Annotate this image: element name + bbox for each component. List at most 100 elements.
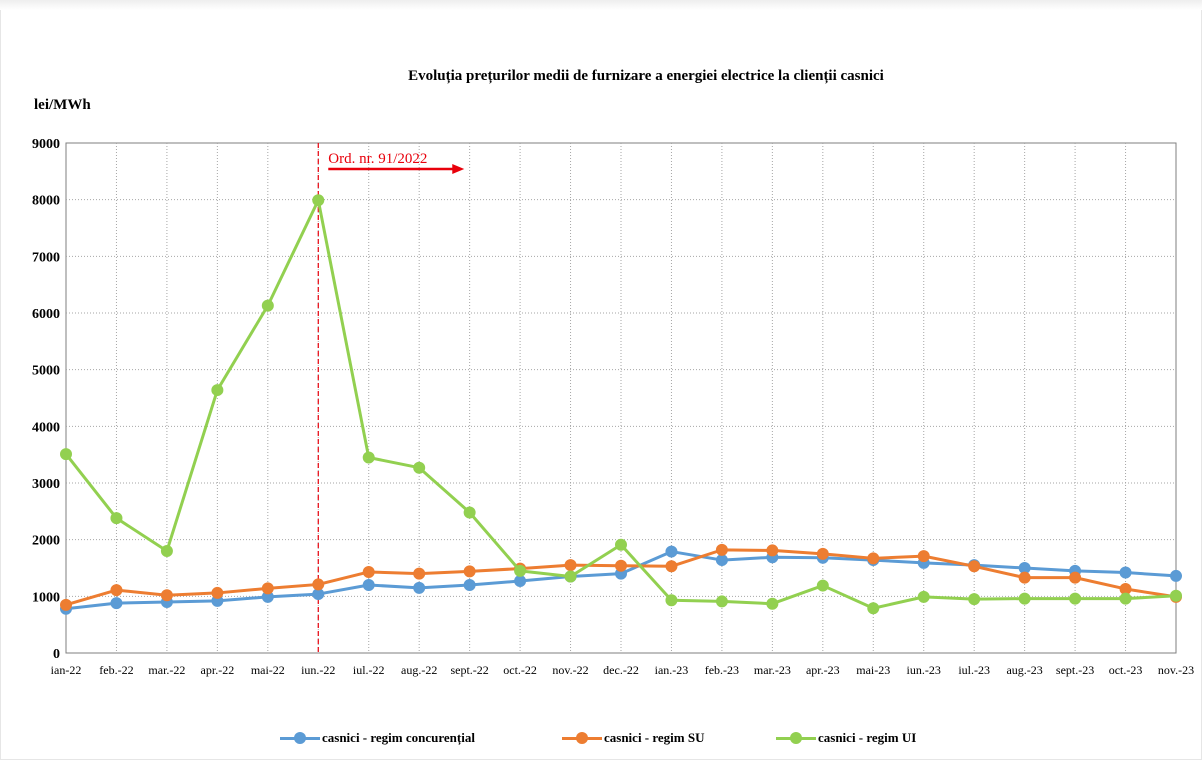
data-point-series-0 — [715, 554, 728, 567]
data-point-series-2 — [160, 545, 173, 557]
y-tick-label: 6000 — [32, 307, 60, 322]
y-tick-label: 9000 — [32, 137, 60, 152]
legend-label-su: casnici - regim SU — [604, 730, 705, 745]
legend-swatch-ui — [776, 732, 816, 744]
x-tick-label: iul.-23 — [958, 663, 990, 677]
x-tick-label: ian.-23 — [655, 663, 689, 677]
data-point-series-2 — [312, 194, 325, 207]
data-point-series-2 — [413, 461, 426, 474]
x-tick-label: sept.-22 — [450, 663, 488, 677]
x-tick-label: feb.-23 — [705, 663, 739, 677]
data-point-series-1 — [1018, 571, 1031, 584]
data-point-series-1 — [413, 567, 426, 580]
y-tick-label: 5000 — [32, 364, 60, 379]
data-point-series-0 — [110, 597, 123, 610]
annotation-arrow-head — [452, 164, 465, 174]
data-point-series-1 — [615, 559, 627, 572]
data-point-series-0 — [665, 545, 678, 558]
data-point-series-0 — [514, 575, 527, 588]
x-tick-label: mai-23 — [856, 663, 890, 677]
data-point-series-2 — [261, 299, 274, 312]
data-point-series-1 — [1069, 571, 1082, 584]
data-point-series-2 — [1119, 592, 1132, 605]
data-point-series-1 — [463, 565, 476, 578]
data-point-series-2 — [816, 579, 829, 592]
data-point-series-1 — [110, 584, 123, 597]
data-point-series-2 — [867, 602, 880, 615]
data-point-series-2 — [766, 597, 779, 610]
data-point-series-2 — [1018, 592, 1031, 605]
x-tick-label: iun.-22 — [301, 663, 335, 677]
data-point-series-2 — [362, 451, 375, 464]
x-tick-label: feb.-22 — [99, 663, 133, 677]
x-tick-label: oct.-23 — [1109, 663, 1143, 677]
y-tick-label: 1000 — [32, 590, 60, 605]
data-point-series-2 — [514, 564, 527, 577]
y-tick-label: 2000 — [32, 534, 60, 549]
data-point-series-1 — [715, 543, 728, 556]
y-tick-label: 0 — [53, 647, 60, 662]
data-point-series-2 — [211, 384, 224, 397]
x-tick-label: aug.-22 — [401, 663, 437, 677]
data-point-series-1 — [816, 547, 829, 560]
data-point-series-2 — [665, 594, 678, 607]
x-tick-label: nov.-23 — [1158, 663, 1194, 677]
data-point-series-1 — [867, 552, 880, 565]
data-point-series-0 — [463, 579, 476, 591]
data-point-series-1 — [211, 586, 224, 599]
x-tick-label: aug.-23 — [1006, 663, 1042, 677]
data-point-series-2 — [60, 448, 72, 461]
y-tick-label: 8000 — [32, 194, 60, 209]
data-point-series-0 — [362, 579, 375, 591]
chart-title: Evoluția prețurilor medii de furnizare a… — [408, 68, 884, 84]
data-point-series-2 — [715, 595, 728, 608]
data-point-series-1 — [766, 544, 779, 557]
data-point-series-1 — [665, 560, 678, 573]
data-point-series-2 — [615, 538, 627, 551]
legend-item-concurential: casnici - regim concurențial — [280, 730, 475, 746]
data-point-series-2 — [110, 512, 123, 525]
data-point-series-1 — [362, 565, 375, 578]
x-tick-label: apr.-22 — [201, 663, 235, 677]
legend-label-concurential: casnici - regim concurențial — [322, 730, 475, 745]
data-point-series-1 — [564, 559, 577, 572]
x-tick-label: oct.-22 — [503, 663, 537, 677]
data-point-series-2 — [1170, 589, 1182, 602]
data-point-series-2 — [1069, 592, 1082, 605]
x-tick-label: nov.-22 — [552, 663, 588, 677]
x-tick-label: mar.-23 — [754, 663, 791, 677]
y-tick-label: 7000 — [32, 250, 60, 265]
legend-item-ui: casnici - regim UI — [776, 730, 916, 746]
y-tick-label: 3000 — [32, 477, 60, 492]
x-tick-label: mai-22 — [251, 663, 285, 677]
data-point-series-1 — [261, 582, 274, 595]
data-point-series-2 — [968, 593, 981, 606]
data-point-series-0 — [413, 581, 426, 594]
annotation-label: Ord. nr. 91/2022 — [328, 151, 427, 167]
x-tick-label: mar.-22 — [148, 663, 185, 677]
data-point-series-2 — [564, 570, 577, 583]
data-point-series-1 — [60, 598, 72, 611]
legend-swatch-su — [562, 732, 602, 744]
data-point-series-1 — [968, 560, 981, 573]
data-point-series-0 — [1119, 566, 1132, 579]
x-tick-label: iul.-22 — [353, 663, 385, 677]
x-tick-label: dec.-22 — [603, 663, 639, 677]
x-tick-label: apr.-23 — [806, 663, 840, 677]
top-shade — [0, 0, 1202, 10]
x-tick-label: iun.-23 — [907, 663, 941, 677]
y-axis-label: lei/MWh — [34, 97, 91, 113]
y-tick-label: 4000 — [32, 420, 60, 435]
data-point-series-2 — [463, 506, 476, 519]
data-point-series-2 — [917, 590, 930, 603]
x-tick-label: sept.-23 — [1056, 663, 1094, 677]
legend-label-ui: casnici - regim UI — [818, 730, 917, 745]
data-point-series-0 — [1170, 569, 1182, 582]
data-point-series-1 — [312, 578, 325, 591]
data-point-series-1 — [917, 550, 930, 563]
legend-item-su: casnici - regim SU — [562, 730, 705, 746]
x-tick-label: ian-22 — [51, 663, 82, 677]
data-point-series-1 — [160, 589, 173, 602]
